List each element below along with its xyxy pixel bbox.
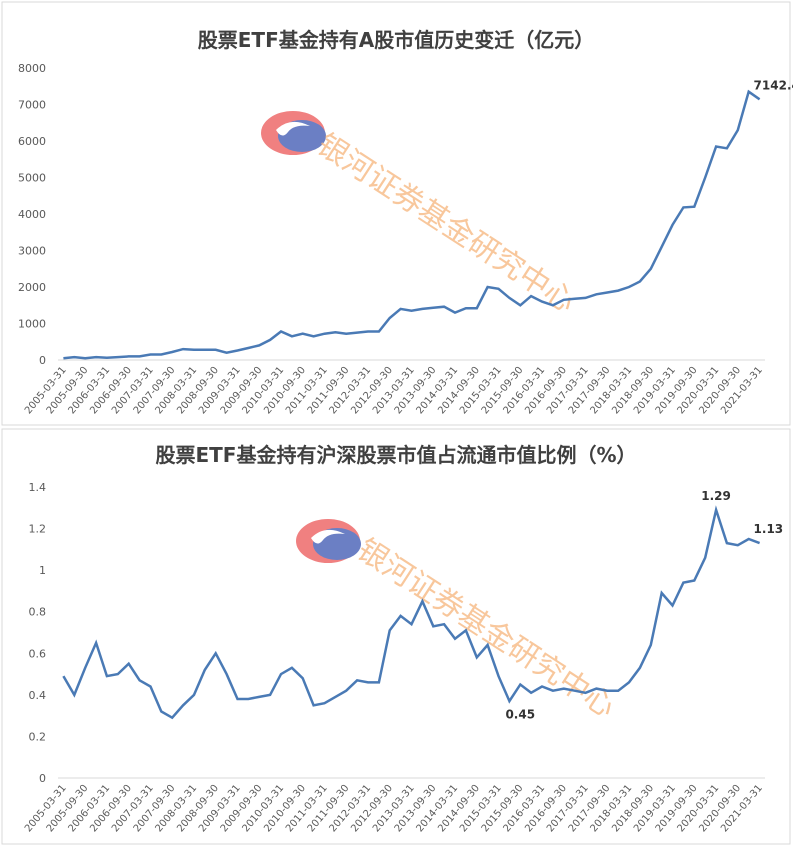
y-tick-label: 1 [39,564,46,577]
panel [1,1,791,426]
y-tick-label: 7000 [18,99,46,112]
value-label: 1.13 [754,522,784,536]
value-label: 1.29 [701,489,731,503]
y-tick-label: 1000 [18,318,46,331]
y-tick-label: 1.4 [29,481,47,494]
y-tick-label: 4000 [18,208,46,221]
y-tick-label: 3000 [18,245,46,258]
value-label: 0.45 [505,707,535,721]
y-tick-label: 6000 [18,135,46,148]
y-tick-label: 2000 [18,281,46,294]
value-label: 7142.4 [754,78,793,92]
y-tick-label: 5000 [18,172,46,185]
logo [261,111,326,155]
y-tick-label: 0 [39,772,46,785]
y-tick-label: 8000 [18,62,46,75]
chart-title: 股票ETF基金持有A股市值历史变迁（亿元） [198,28,594,52]
panel [1,428,791,845]
y-tick-label: 0.2 [29,730,47,743]
y-tick-label: 0 [39,354,46,367]
y-tick-label: 1.2 [29,523,47,536]
watermark: 银河证券基金研究中心 [311,127,582,320]
y-tick-label: 0.8 [29,606,47,619]
logo [296,519,361,563]
data-line [62,505,761,720]
data-line [63,89,761,360]
y-tick-label: 0.6 [29,647,47,660]
chart-title: 股票ETF基金持有沪深股票市值占流通市值比例（%） [155,443,636,467]
y-tick-label: 0.4 [29,689,47,702]
